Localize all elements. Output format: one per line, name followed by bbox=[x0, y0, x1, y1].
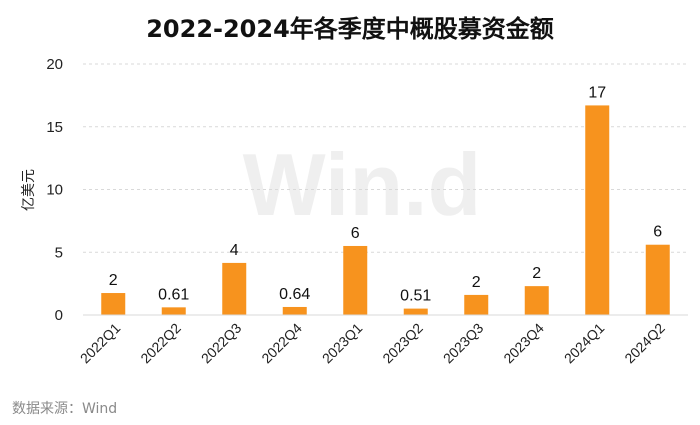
x-tick-label: 2023Q4 bbox=[500, 320, 547, 367]
x-tick-label: 2024Q1 bbox=[561, 320, 608, 367]
x-tick-label: 2022Q1 bbox=[77, 320, 124, 367]
x-tick-label: 2023Q3 bbox=[440, 320, 487, 367]
y-tick-label: 5 bbox=[55, 244, 63, 261]
source-note: 数据来源：Wind bbox=[12, 401, 117, 417]
x-axis-ticks: 2022Q1 2022Q2 2022Q3 2022Q4 2023Q1 2023Q2 2023… bbox=[77, 320, 668, 367]
y-tick-label: 15 bbox=[46, 119, 63, 136]
data-label-2024Q1: 17 bbox=[588, 84, 606, 101]
watermark: Win.d bbox=[243, 135, 482, 234]
x-tick-label: 2022Q2 bbox=[137, 320, 184, 367]
bar-2022Q1 bbox=[101, 293, 126, 315]
y-axis-label: 亿美元 bbox=[21, 169, 37, 211]
bar-2023Q4 bbox=[524, 286, 549, 315]
data-label-2022Q2: 0.61 bbox=[158, 286, 189, 303]
y-tick-label: 10 bbox=[46, 182, 63, 199]
bar-2023Q3 bbox=[464, 294, 489, 315]
x-tick-label: 2023Q1 bbox=[319, 320, 366, 367]
bar-2024Q1 bbox=[585, 105, 610, 315]
data-label-2023Q4: 2 bbox=[532, 265, 541, 282]
data-label-2024Q2: 6 bbox=[653, 224, 662, 241]
x-tick-label: 2022Q4 bbox=[258, 320, 305, 367]
data-label-2023Q3: 2 bbox=[472, 274, 481, 291]
chart-title: 2022-2024年各季度中概股募资金额 bbox=[146, 15, 554, 43]
bar-2022Q2 bbox=[161, 307, 186, 315]
data-label-2022Q1: 2 bbox=[109, 272, 118, 289]
bar-2023Q1 bbox=[343, 245, 368, 315]
data-label-2023Q1: 6 bbox=[351, 225, 360, 242]
x-tick-label: 2022Q3 bbox=[198, 320, 245, 367]
bar-2023Q2 bbox=[403, 308, 428, 315]
bar-2024Q2 bbox=[645, 244, 670, 315]
data-label-2022Q3: 4 bbox=[230, 242, 239, 259]
bar-2022Q4 bbox=[282, 306, 307, 315]
y-axis-ticks: 0 5 10 15 20 bbox=[46, 56, 63, 324]
x-tick-label: 2023Q2 bbox=[379, 320, 426, 367]
data-label-2023Q2: 0.51 bbox=[400, 288, 431, 305]
y-tick-label: 20 bbox=[46, 56, 63, 73]
data-label-2022Q4: 0.64 bbox=[279, 286, 310, 303]
y-tick-label: 0 bbox=[55, 307, 63, 324]
bars bbox=[101, 105, 670, 315]
bar-2022Q3 bbox=[222, 262, 247, 315]
x-tick-label: 2024Q2 bbox=[621, 320, 668, 367]
data-labels: 2 0.61 4 0.64 6 0.51 2 2 17 6 bbox=[109, 84, 663, 304]
